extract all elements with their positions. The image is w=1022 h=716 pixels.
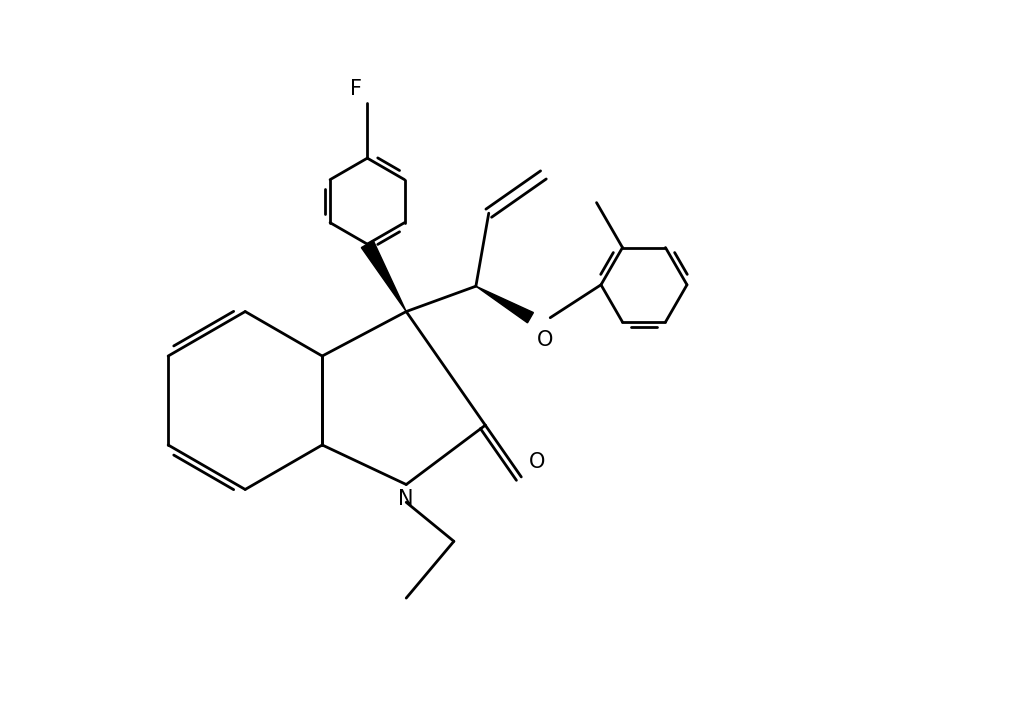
Text: F: F <box>351 79 363 99</box>
Text: N: N <box>399 490 414 510</box>
Text: O: O <box>529 452 546 472</box>
Text: O: O <box>537 329 553 349</box>
Polygon shape <box>362 241 406 311</box>
Polygon shape <box>476 286 533 323</box>
